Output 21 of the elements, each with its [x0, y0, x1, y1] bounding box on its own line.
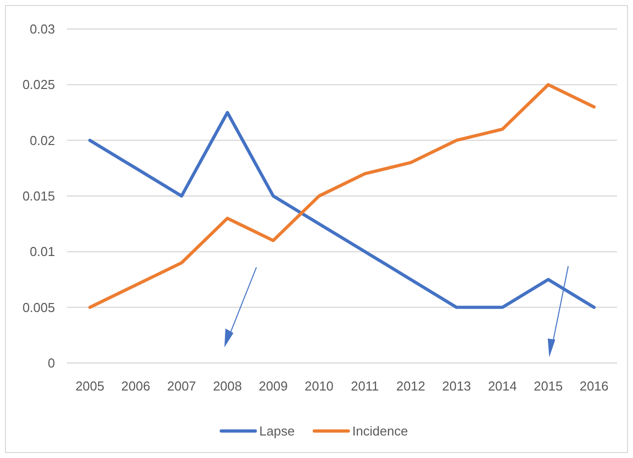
y-tick-label: 0.005	[22, 300, 55, 315]
x-tick-label: 2011	[350, 378, 379, 394]
x-tick-label: 2015	[534, 378, 563, 394]
x-tick-label: 2012	[396, 378, 426, 394]
x-tick-label: 2010	[304, 378, 334, 394]
y-tick-label: 0.01	[30, 244, 55, 260]
y-tick-label: 0.02	[30, 132, 55, 148]
legend-label: Lapse	[259, 424, 295, 439]
x-tick-label: 2013	[442, 378, 472, 394]
x-tick-label: 2008	[212, 378, 242, 394]
y-tick-label: 0.015	[22, 188, 55, 204]
x-tick-label: 2014	[488, 378, 517, 394]
y-tick-label: 0.025	[22, 77, 55, 92]
x-tick-label: 2009	[258, 378, 288, 394]
x-tick-label: 2006	[121, 378, 150, 394]
y-tick-label: 0	[48, 356, 55, 371]
x-tick-label: 2016	[580, 378, 609, 394]
legend-label: Incidence	[352, 424, 408, 439]
x-tick-label: 2007	[167, 378, 196, 394]
x-tick-label: 2005	[75, 378, 104, 394]
y-tick-label: 0.03	[30, 22, 55, 37]
